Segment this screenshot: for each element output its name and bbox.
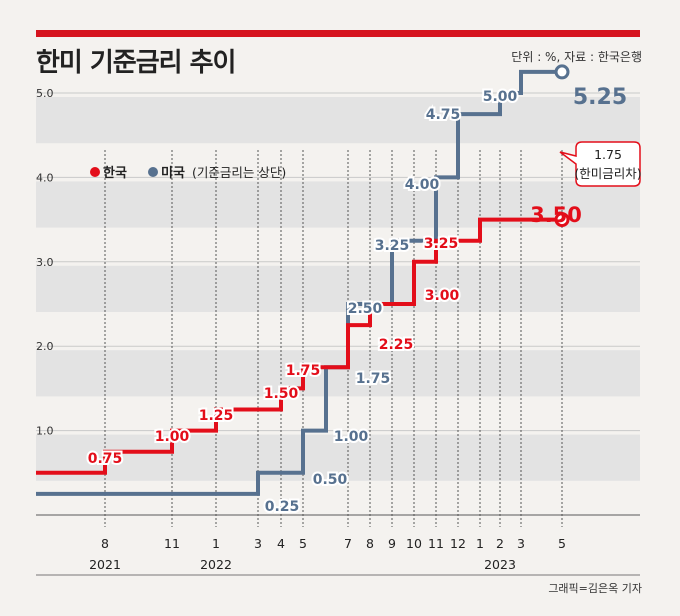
legend-label-us: 미국 <box>161 165 185 181</box>
title-rule <box>36 30 640 37</box>
data-label-korea-final: 3.50 <box>530 203 582 227</box>
x-tick-label: 2 <box>496 536 504 551</box>
grid-band <box>36 265 640 312</box>
x-tick-label: 10 <box>406 536 422 551</box>
y-tick-label: 3.0 <box>36 256 54 269</box>
data-label-us: 1.75 <box>356 371 391 387</box>
data-label-us: 0.50 <box>313 472 348 488</box>
data-label-korea: 0.75 <box>88 451 123 467</box>
y-tick-label: 1.0 <box>36 425 54 438</box>
x-year-label: 2023 <box>484 557 516 572</box>
x-tick-label: 8 <box>366 536 374 551</box>
x-tick-label: 9 <box>388 536 396 551</box>
y-tick-label: 2.0 <box>36 340 54 353</box>
callout-bubble <box>559 141 641 187</box>
data-label-korea: 1.00 <box>155 429 190 445</box>
graphic-credit: 그래픽=김은옥 기자 <box>548 582 642 595</box>
x-tick-label: 4 <box>277 536 285 551</box>
chart-title: 한미 기준금리 추이 <box>36 48 236 78</box>
x-year-label: 2022 <box>200 557 232 572</box>
callout-value: 1.75 <box>594 147 622 162</box>
data-label-us: 5.00 <box>483 89 518 105</box>
grid-band <box>36 434 640 481</box>
data-label-us: 4.00 <box>405 177 440 193</box>
legend-marker-korea <box>90 167 100 177</box>
series-line-us <box>36 69 562 496</box>
x-tick-label: 7 <box>344 536 352 551</box>
y-tick-label: 5.0 <box>36 87 54 100</box>
data-label-korea: 1.25 <box>199 408 234 424</box>
grid-band <box>36 350 640 397</box>
data-label-korea: 3.00 <box>425 288 460 304</box>
x-tick-label: 11 <box>164 536 180 551</box>
y-tick-label: 4.0 <box>36 171 54 184</box>
x-tick-label: 3 <box>517 536 525 551</box>
legend-note: (기준금리는 상단) <box>192 165 286 180</box>
x-tick-label: 11 <box>428 536 444 551</box>
legend-marker-us <box>148 167 158 177</box>
data-label-korea: 1.75 <box>286 363 321 379</box>
legend-label-korea: 한국 <box>103 165 127 181</box>
data-label-us: 1.00 <box>334 429 369 445</box>
x-tick-label: 8 <box>101 536 109 551</box>
x-tick-label: 5 <box>558 536 566 551</box>
x-tick-label: 5 <box>299 536 307 551</box>
callout-label: (한미금리차) <box>574 166 641 181</box>
series-end-marker-us <box>554 64 570 80</box>
data-label-us: 0.25 <box>265 499 300 515</box>
x-tick-label: 1 <box>476 536 484 551</box>
data-label-us: 2.50 <box>348 301 383 317</box>
data-label-korea: 2.25 <box>379 337 414 353</box>
data-label-us-final: 5.25 <box>573 85 627 110</box>
data-label-us: 4.75 <box>426 107 461 123</box>
x-year-label: 2021 <box>89 557 121 572</box>
grid-band <box>36 97 640 144</box>
data-label-korea: 1.50 <box>264 386 299 402</box>
x-tick-label: 12 <box>450 536 466 551</box>
series-end-marker-korea <box>554 212 570 228</box>
x-tick-label: 3 <box>254 536 262 551</box>
unit-source-note: 단위 : %, 자료 : 한국은행 <box>511 50 642 64</box>
x-tick-label: 1 <box>212 536 220 551</box>
series-line-korea <box>36 217 562 475</box>
data-label-us: 3.25 <box>375 238 410 254</box>
data-label-korea: 3.25 <box>424 236 459 252</box>
